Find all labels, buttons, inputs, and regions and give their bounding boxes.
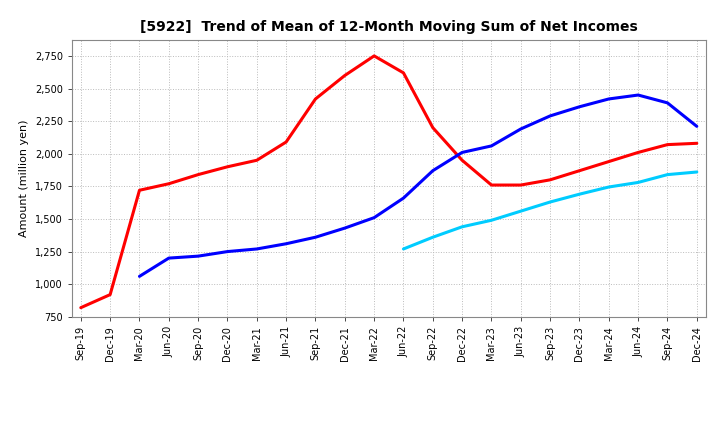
5 Years [135,274,144,279]
7 Years [458,224,467,229]
5 Years [487,143,496,149]
Y-axis label: Amount (million yen): Amount (million yen) [19,119,30,237]
7 Years [575,191,584,197]
3 Years [605,159,613,164]
3 Years [76,305,85,310]
3 Years [253,158,261,163]
3 Years [516,183,525,188]
5 Years [341,225,349,231]
3 Years [458,158,467,163]
3 Years [663,142,672,147]
7 Years [428,235,437,240]
5 Years [605,96,613,102]
5 Years [223,249,232,254]
3 Years [693,141,701,146]
3 Years [399,70,408,76]
5 Years [399,195,408,201]
7 Years [516,209,525,214]
5 Years [546,113,554,118]
7 Years [546,199,554,205]
Line: 5 Years: 5 Years [140,95,697,276]
7 Years [693,169,701,175]
3 Years [164,181,173,187]
5 Years [282,241,290,246]
3 Years [370,53,379,59]
5 Years [458,150,467,155]
5 Years [575,104,584,110]
5 Years [311,235,320,240]
Title: [5922]  Trend of Mean of 12-Month Moving Sum of Net Incomes: [5922] Trend of Mean of 12-Month Moving … [140,20,638,34]
5 Years [370,215,379,220]
3 Years [282,139,290,145]
7 Years [605,184,613,190]
5 Years [663,100,672,106]
5 Years [634,92,642,98]
5 Years [253,246,261,252]
Line: 3 Years: 3 Years [81,56,697,308]
3 Years [223,164,232,169]
7 Years [663,172,672,177]
3 Years [106,292,114,297]
3 Years [135,187,144,193]
7 Years [487,218,496,223]
3 Years [575,168,584,173]
5 Years [164,256,173,261]
Line: 7 Years: 7 Years [403,172,697,249]
3 Years [428,125,437,130]
3 Years [487,183,496,188]
5 Years [194,253,202,259]
5 Years [693,124,701,129]
3 Years [341,73,349,78]
3 Years [546,177,554,183]
3 Years [634,150,642,155]
3 Years [194,172,202,177]
5 Years [516,126,525,132]
7 Years [634,180,642,185]
Legend: 3 Years, 5 Years, 7 Years, 10 Years: 3 Years, 5 Years, 7 Years, 10 Years [225,439,552,440]
3 Years [311,96,320,102]
5 Years [428,168,437,173]
7 Years [399,246,408,252]
